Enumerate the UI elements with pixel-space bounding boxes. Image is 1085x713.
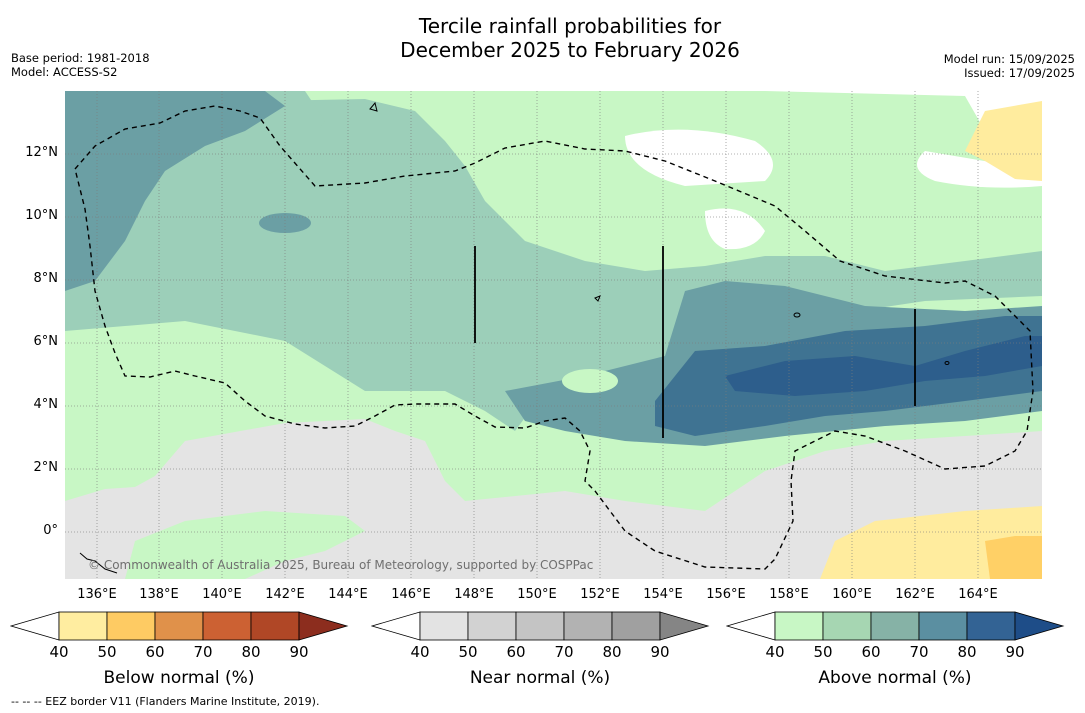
colorbar-below-min-arrow	[10, 611, 60, 641]
cb-above-tick-80: 80	[957, 643, 977, 661]
probability-map	[65, 91, 1042, 579]
colorbar-near-seg-1	[419, 611, 469, 641]
lon-label-144e: 144°E	[328, 587, 368, 602]
colorbar-above-seg-2	[822, 611, 872, 641]
cb-near-label: Near normal (%)	[469, 668, 611, 688]
below-normal-se	[820, 506, 1042, 579]
cb-below-tick-80: 80	[241, 643, 261, 661]
cb-above-tick-70: 70	[909, 643, 929, 661]
white-gap-ne	[917, 151, 1042, 188]
colorbar-near-seg-4	[563, 611, 613, 641]
colorbar-near-seg-2	[467, 611, 517, 641]
colorbar-above-seg-3	[870, 611, 920, 641]
colorbar-near-seg-3	[515, 611, 565, 641]
colorbar-below-seg-1	[58, 611, 108, 641]
below-normal-se-60	[985, 536, 1042, 579]
issued-text: Issued: 17/09/2025	[964, 66, 1075, 80]
chart-title: Tercile rainfall probabilities for Decem…	[300, 14, 840, 62]
model-text: Model: ACCESS-S2	[11, 65, 118, 79]
cb-near-tick-50: 50	[458, 643, 478, 661]
lat-label-8n: 8°N	[33, 271, 59, 286]
cb-below-tick-50: 50	[97, 643, 117, 661]
cb-above-tick-60: 60	[861, 643, 881, 661]
boundary-lines	[474, 246, 916, 438]
lon-label-140e: 140°E	[202, 587, 242, 602]
colorbar-near-min-arrow	[371, 611, 421, 641]
lat-label-6n: 6°N	[33, 334, 59, 349]
colorbar-above-max-arrow	[1014, 611, 1065, 641]
colorbar-below	[10, 611, 349, 641]
colorbar-above	[726, 611, 1065, 641]
copyright-notice: © Commonwealth of Australia 2025, Bureau…	[88, 558, 594, 572]
colorbar-below-seg-5	[250, 611, 300, 641]
cb-below-tick-70: 70	[193, 643, 213, 661]
cb-near-tick-70: 70	[554, 643, 574, 661]
lat-label-0: 0°	[43, 523, 58, 538]
base-period-text: Base period: 1981-2018	[11, 51, 150, 65]
lat-label-4n: 4°N	[33, 397, 59, 412]
lon-label-136e: 136°E	[77, 587, 117, 602]
cb-below-tick-60: 60	[145, 643, 165, 661]
cb-near-tick-40: 40	[410, 643, 430, 661]
lon-label-148e: 148°E	[454, 587, 494, 602]
colorbar-near-seg-5	[611, 611, 661, 641]
lon-label-152e: 152°E	[580, 587, 620, 602]
eez-footnote: -- -- -- EEZ border V11 (Flanders Marine…	[11, 695, 320, 708]
white-gap-east	[705, 208, 765, 250]
lat-label-2n: 2°N	[33, 460, 59, 475]
colorbar-above-seg-1	[774, 611, 824, 641]
colorbar-above-seg-4	[918, 611, 968, 641]
lon-label-150e: 150°E	[517, 587, 557, 602]
colorbar-near-max-arrow	[659, 611, 710, 641]
colorbar-above-min-arrow	[726, 611, 776, 641]
colorbar-above-seg-5	[966, 611, 1016, 641]
cb-above-tick-50: 50	[813, 643, 833, 661]
cb-above-label: Above normal (%)	[818, 668, 972, 688]
cb-near-tick-60: 60	[506, 643, 526, 661]
lon-label-156e: 156°E	[706, 587, 746, 602]
eez-border	[74, 105, 1034, 570]
lon-label-142e: 142°E	[265, 587, 305, 602]
lon-label-146e: 146°E	[391, 587, 431, 602]
cb-above-tick-90: 90	[1005, 643, 1025, 661]
colorbar-near	[371, 611, 710, 641]
map-svg	[65, 91, 1042, 579]
cb-above-tick-40: 40	[765, 643, 785, 661]
colorbar-below-seg-4	[202, 611, 252, 641]
cb-below-tick-90: 90	[289, 643, 309, 661]
colorbar-below-seg-3	[154, 611, 204, 641]
above-50-pocket	[562, 369, 618, 393]
title-line-2: December 2025 to February 2026	[400, 38, 740, 62]
lon-label-138e: 138°E	[139, 587, 179, 602]
lon-label-154e: 154°E	[643, 587, 683, 602]
meta-right: Model run: 15/09/2025 Issued: 17/09/2025	[944, 52, 1075, 80]
lat-label-10n: 10°N	[25, 208, 58, 223]
colorbar-below-seg-2	[106, 611, 156, 641]
island-outlines	[79, 101, 950, 574]
lon-label-158e: 158°E	[769, 587, 809, 602]
cb-near-tick-90: 90	[650, 643, 670, 661]
meta-left: Base period: 1981-2018 Model: ACCESS-S2	[11, 51, 150, 79]
cb-below-label: Below normal (%)	[103, 668, 255, 688]
cb-near-tick-80: 80	[602, 643, 622, 661]
above-50-south	[125, 511, 365, 579]
title-line-1: Tercile rainfall probabilities for	[418, 14, 722, 38]
white-gap-north	[625, 129, 773, 186]
lon-label-164e: 164°E	[958, 587, 998, 602]
colorbar-below-max-arrow	[298, 611, 349, 641]
lat-label-12n: 12°N	[25, 145, 58, 160]
lon-label-162e: 162°E	[895, 587, 935, 602]
model-run-text: Model run: 15/09/2025	[943, 52, 1075, 66]
above-60-region	[65, 99, 1042, 431]
above-70-west	[65, 91, 285, 291]
lon-label-160e: 160°E	[832, 587, 872, 602]
above-90-region	[725, 336, 1042, 396]
below-normal-ne	[965, 101, 1042, 181]
cb-below-tick-40: 40	[49, 643, 69, 661]
map-grid	[65, 91, 1042, 579]
